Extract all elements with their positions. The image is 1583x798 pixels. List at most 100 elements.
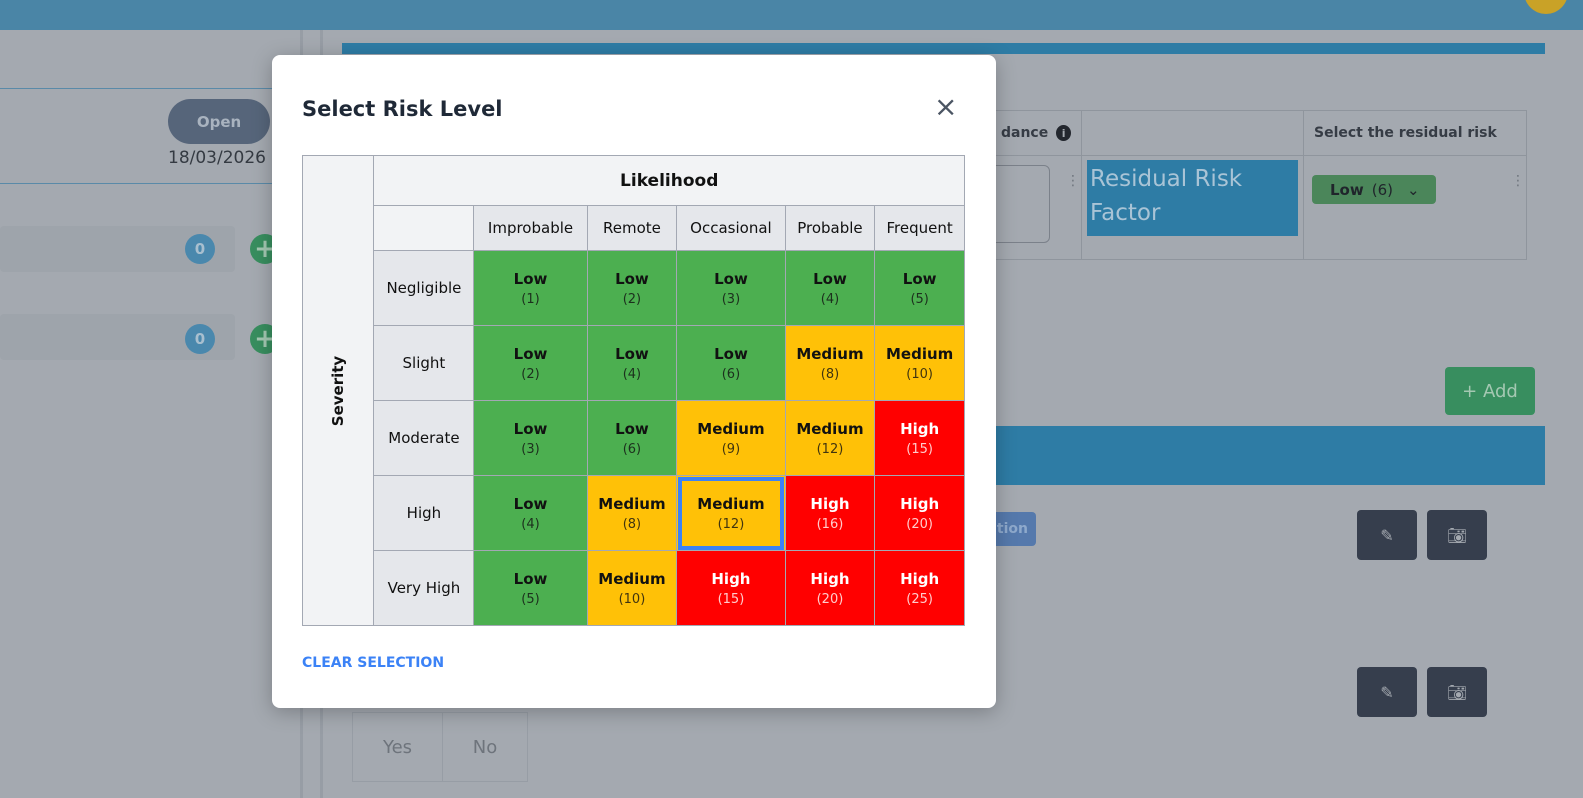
camera-button[interactable]: 📷︎	[1427, 510, 1487, 560]
likelihood-header: Probable	[784, 205, 876, 251]
risk-score: (4)	[820, 291, 840, 307]
risk-level-label: Low	[513, 344, 548, 363]
action-chip[interactable]: tion	[990, 512, 1036, 546]
risk-score: (12)	[816, 441, 844, 457]
add-icon[interactable]: +	[250, 234, 280, 264]
camera-icon: 📷︎	[1446, 682, 1468, 702]
risk-cell[interactable]: Medium (8)	[586, 475, 678, 551]
risk-level-label: Low	[513, 419, 548, 438]
severity-label: Severity	[329, 355, 348, 426]
risk-score: (20)	[906, 516, 933, 532]
section-header-bar	[990, 426, 1545, 485]
severity-axis-label: Severity	[301, 155, 375, 626]
risk-level-label: Low	[615, 419, 649, 438]
risk-cell[interactable]: Medium (12)	[676, 475, 786, 551]
risk-cell[interactable]: Low (6)	[586, 400, 678, 476]
clear-selection-button[interactable]: CLEAR SELECTION	[302, 655, 445, 671]
no-option[interactable]: No	[442, 712, 528, 782]
risk-score: (10)	[906, 366, 933, 382]
divider	[0, 183, 300, 184]
risk-score: (10)	[618, 591, 646, 607]
risk-cell[interactable]: Low (1)	[473, 250, 588, 326]
count-badge: 0	[185, 234, 215, 264]
risk-score: (15)	[906, 441, 933, 457]
column-header	[1081, 110, 1304, 156]
risk-cell[interactable]: Low (4)	[586, 325, 678, 401]
corner-cell	[373, 205, 475, 251]
likelihood-axis-label: Likelihood	[373, 155, 965, 206]
risk-level-label: Low	[513, 269, 548, 288]
camera-button[interactable]: 📷︎	[1427, 667, 1487, 717]
risk-cell[interactable]: High (16)	[784, 475, 876, 551]
camera-icon: 📷︎	[1446, 525, 1468, 545]
risk-matrix: Severity Likelihood Improbable Remote Occasi…	[301, 155, 965, 626]
risk-cell[interactable]: Medium (8)	[784, 325, 876, 401]
info-icon[interactable]: i	[1056, 125, 1071, 141]
severity-header: Slight	[373, 325, 475, 401]
risk-score: (12)	[717, 516, 745, 532]
risk-cell[interactable]: Low (4)	[473, 475, 588, 551]
risk-level-label: High	[900, 419, 940, 438]
risk-score: (2)	[622, 291, 642, 307]
risk-cell[interactable]: Low (4)	[784, 250, 876, 326]
risk-cell[interactable]: High (20)	[784, 550, 876, 626]
risk-cell[interactable]: High (20)	[874, 475, 965, 551]
risk-level-label: High	[810, 494, 850, 513]
risk-cell[interactable]: Medium (10)	[874, 325, 965, 401]
risk-cell[interactable]: Medium (9)	[676, 400, 786, 476]
risk-score: (5)	[910, 291, 929, 307]
yes-option[interactable]: Yes	[352, 712, 443, 782]
edit-button[interactable]: ✎	[1357, 510, 1417, 560]
risk-score: (6)	[622, 441, 642, 457]
risk-score: (4)	[622, 366, 642, 382]
divider	[0, 88, 300, 89]
severity-header: High	[373, 475, 475, 551]
top-navbar	[0, 0, 1583, 30]
header-text: dance	[1001, 125, 1049, 141]
risk-score: (2)	[521, 366, 540, 382]
risk-level-label: Medium	[697, 494, 765, 513]
risk-cell[interactable]: Medium (12)	[784, 400, 876, 476]
risk-label: Low	[1330, 180, 1364, 199]
likelihood-header: Occasional	[676, 205, 786, 251]
risk-level-label: Medium	[796, 344, 864, 363]
risk-cell[interactable]: Low (3)	[473, 400, 588, 476]
kebab-menu-icon[interactable]: ⋮	[1511, 173, 1525, 189]
risk-score: (6)	[721, 366, 741, 382]
risk-cell[interactable]: Low (2)	[586, 250, 678, 326]
risk-level-label: High	[810, 569, 850, 588]
risk-score: (16)	[816, 516, 844, 532]
risk-level-label: High	[900, 494, 940, 513]
risk-cell[interactable]: Low (5)	[473, 550, 588, 626]
chevron-down-icon: ⌄	[1406, 180, 1420, 199]
risk-score: (3)	[721, 291, 741, 307]
risk-cell[interactable]: Low (5)	[874, 250, 965, 326]
guidance-textarea[interactable]	[990, 165, 1050, 243]
risk-cell[interactable]: Low (6)	[676, 325, 786, 401]
risk-cell[interactable]: High (15)	[676, 550, 786, 626]
kebab-menu-icon[interactable]: ⋮	[1066, 173, 1080, 189]
likelihood-header: Improbable	[473, 205, 588, 251]
risk-score: (1)	[521, 291, 540, 307]
risk-cell[interactable]: Low (2)	[473, 325, 588, 401]
residual-risk-select[interactable]: Low (6) ⌄	[1312, 175, 1436, 204]
risk-score: (4)	[521, 516, 540, 532]
risk-level-label: Low	[513, 494, 548, 513]
risk-score: (6)	[1371, 180, 1393, 199]
risk-score: (25)	[906, 591, 933, 607]
risk-score: (20)	[816, 591, 844, 607]
risk-cell[interactable]: High (15)	[874, 400, 965, 476]
user-avatar[interactable]	[1524, 0, 1568, 14]
risk-cell[interactable]: Low (3)	[676, 250, 786, 326]
risk-cell[interactable]: Medium (10)	[586, 550, 678, 626]
section-header-bar	[342, 43, 1545, 54]
risk-cell[interactable]: High (25)	[874, 550, 965, 626]
risk-level-label: High	[900, 569, 940, 588]
close-icon[interactable]: ×	[934, 90, 958, 123]
risk-level-label: High	[711, 569, 751, 588]
edit-button[interactable]: ✎	[1357, 667, 1417, 717]
add-button[interactable]: + Add	[1445, 367, 1535, 415]
severity-header: Negligible	[373, 250, 475, 326]
risk-level-label: Low	[902, 269, 937, 288]
edit-icon: ✎	[1380, 682, 1394, 702]
